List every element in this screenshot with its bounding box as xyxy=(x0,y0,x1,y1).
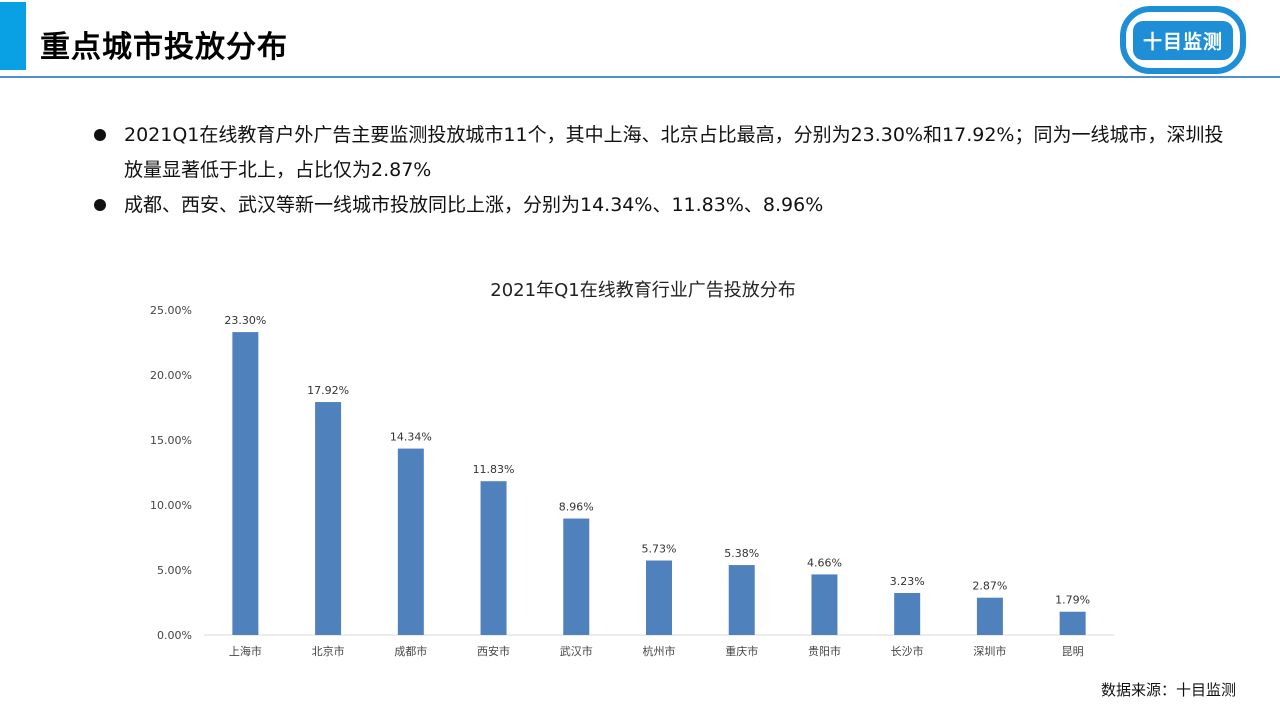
bar xyxy=(811,574,838,635)
bullet-text: 成都、西安、武汉等新一线城市投放同比上涨，分别为14.34%、11.83%、8.… xyxy=(124,194,824,216)
bar-value-label: 5.73% xyxy=(642,543,677,556)
bar-value-label: 8.96% xyxy=(559,501,594,514)
x-tick-label: 深圳市 xyxy=(973,644,1006,658)
y-tick-label: 20.00% xyxy=(150,369,192,382)
bar xyxy=(480,481,507,635)
x-tick-label: 西安市 xyxy=(477,644,510,658)
title-accent-bar xyxy=(0,2,26,70)
y-tick-label: 0.00% xyxy=(157,629,192,642)
brand-logo-text: 十目监测 xyxy=(1132,20,1233,60)
bar xyxy=(563,518,590,635)
bar xyxy=(728,565,755,635)
bar-value-label: 23.30% xyxy=(224,314,266,327)
bar-value-label: 1.79% xyxy=(1055,594,1090,607)
x-tick-label: 贵阳市 xyxy=(808,644,841,658)
chart-title: 2021年Q1在线教育行业广告投放分布 xyxy=(490,280,795,301)
x-tick-label: 成都市 xyxy=(394,644,427,658)
bar-value-label: 3.23% xyxy=(890,575,925,588)
bar xyxy=(397,448,424,635)
bullet-item: 成都、西安、武汉等新一线城市投放同比上涨，分别为14.34%、11.83%、8.… xyxy=(90,188,1230,223)
y-tick-label: 15.00% xyxy=(150,434,192,447)
bullet-item: 2021Q1在线教育户外广告主要监测投放城市11个，其中上海、北京占比最高，分别… xyxy=(90,118,1230,188)
page-title: 重点城市投放分布 xyxy=(40,30,288,65)
y-axis: 0.00% 5.00% 10.00% 15.00% 20.00% 25.00% xyxy=(150,304,192,642)
x-tick-label: 北京市 xyxy=(312,644,345,658)
y-tick-label: 10.00% xyxy=(150,499,192,512)
bar-value-label: 14.34% xyxy=(390,431,432,444)
bar-chart-svg: 2021年Q1在线教育行业广告投放分布 0.00% 5.00% 10.00% 15.0… xyxy=(150,280,1114,658)
bar xyxy=(894,593,921,635)
title-divider xyxy=(0,76,1280,78)
x-axis: 上海市 北京市 成都市 西安市 武汉市 杭州市 重庆市 贵阳市 长沙市 深圳市 昆明 xyxy=(229,644,1084,658)
bar-chart: 2021年Q1在线教育行业广告投放分布 0.00% 5.00% 10.00% 15.0… xyxy=(0,260,1280,680)
x-tick-label: 杭州市 xyxy=(643,644,676,658)
x-tick-label: 昆明 xyxy=(1062,645,1084,658)
bar-value-label: 5.38% xyxy=(724,547,759,560)
bar xyxy=(1059,611,1086,635)
x-tick-label: 重庆市 xyxy=(725,644,758,658)
bar xyxy=(976,597,1003,635)
bar-value-label: 2.87% xyxy=(972,580,1007,593)
bar xyxy=(232,332,259,635)
bar-value-label: 17.92% xyxy=(307,384,349,397)
bullet-list: 2021Q1在线教育户外广告主要监测投放城市11个，其中上海、北京占比最高，分别… xyxy=(90,118,1230,223)
bullet-dot-icon xyxy=(94,129,106,141)
bullet-dot-icon xyxy=(94,199,106,211)
data-source: 数据来源：十目监测 xyxy=(1100,681,1236,699)
bar-series: 23.30% 17.92% 14.34% 11.83% 8.96% 5.73% 5.38% 4… xyxy=(224,314,1090,635)
brand-logo: 十目监测 xyxy=(1120,6,1246,74)
y-tick-label: 25.00% xyxy=(150,304,192,317)
bullet-text: 2021Q1在线教育户外广告主要监测投放城市11个，其中上海、北京占比最高，分别… xyxy=(124,124,1224,181)
y-tick-label: 5.00% xyxy=(157,564,192,577)
bar-value-label: 4.66% xyxy=(807,556,842,569)
x-tick-label: 武汉市 xyxy=(560,644,593,658)
bar-value-label: 11.83% xyxy=(473,463,515,476)
bar xyxy=(315,402,342,635)
bar xyxy=(646,560,672,635)
x-tick-label: 长沙市 xyxy=(891,644,924,658)
x-tick-label: 上海市 xyxy=(229,644,262,658)
